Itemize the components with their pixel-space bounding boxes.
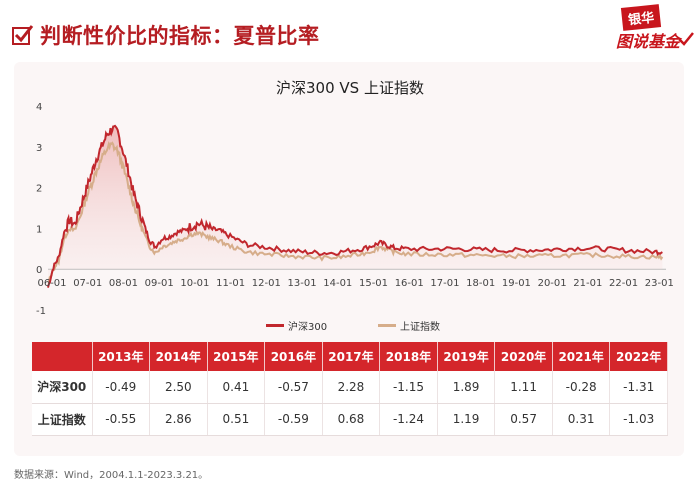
checkbox-icon — [12, 25, 34, 45]
y-tick-label: 0 — [36, 265, 42, 276]
table-cell: 0.41 — [207, 371, 266, 404]
x-tick-label: 13-01 — [288, 278, 317, 289]
table-cell: 0.51 — [207, 403, 266, 436]
table-cell: -1.03 — [609, 403, 668, 436]
table-cell: -0.49 — [92, 371, 151, 404]
row-label-shanghai: 上证指数 — [32, 403, 93, 436]
page-title: 判断性价比的指标：夏普比率 — [40, 24, 320, 48]
table-row: 沪深300 -0.49 2.50 0.41 -0.57 2.28 -1.15 1… — [32, 371, 668, 404]
x-tick-label: 08-01 — [109, 278, 138, 289]
y-tick-label: 2 — [36, 184, 42, 195]
series-line-shanghai — [47, 140, 664, 283]
table-header-cell: 2021年 — [552, 342, 611, 371]
x-tick-label: 15-01 — [359, 278, 388, 289]
x-tick-label: 21-01 — [573, 278, 602, 289]
table-cell: -0.55 — [92, 403, 151, 436]
table-cell: 0.57 — [494, 403, 553, 436]
x-tick-label: 22-01 — [609, 278, 638, 289]
legend-swatch-hs300 — [266, 324, 284, 327]
table-cell: -0.59 — [264, 403, 323, 436]
table-header-cell: 2013年 — [92, 342, 151, 371]
table-cell: 1.19 — [437, 403, 496, 436]
table-header-cell: 2020年 — [494, 342, 553, 371]
y-tick-label: 1 — [36, 224, 42, 235]
sharpe-ratio-table: 2013年 2014年 2015年 2016年 2017年 2018年 2019… — [32, 342, 668, 436]
table-header-cell — [32, 342, 93, 371]
table-header-cell: 2022年 — [609, 342, 668, 371]
table-header-cell: 2015年 — [207, 342, 266, 371]
row-label-hs300: 沪深300 — [32, 371, 93, 404]
legend-label-shanghai: 上证指数 — [400, 322, 440, 333]
table-cell: 2.50 — [149, 371, 208, 404]
x-tick-label: 10-01 — [180, 278, 209, 289]
x-tick-label: 19-01 — [502, 278, 531, 289]
y-tick-label: -1 — [36, 306, 46, 317]
legend-item-shanghai: 上证指数 — [378, 318, 440, 333]
table-header-cell: 2014年 — [149, 342, 208, 371]
legend-item-hs300: 沪深300 — [266, 318, 327, 333]
table-header-cell: 2018年 — [379, 342, 438, 371]
x-tick-label: 06-01 — [37, 278, 66, 289]
y-tick-label: 4 — [36, 102, 42, 113]
brand-logo: 银华 图说基金 — [600, 4, 694, 56]
chart-title: 沪深300 VS 上证指数 — [276, 79, 424, 97]
check-icon — [678, 32, 694, 46]
page-header: 判断性价比的指标：夏普比率 银华 图说基金 — [0, 0, 700, 58]
chart-legend: 沪深300 上证指数 — [0, 318, 700, 334]
data-source-note: 数据来源：Wind，2004.1.1-2023.3.21。 — [14, 470, 209, 481]
x-tick-label: 17-01 — [430, 278, 459, 289]
table-cell: 2.28 — [322, 371, 381, 404]
x-tick-label: 18-01 — [466, 278, 495, 289]
x-tick-label: 16-01 — [395, 278, 424, 289]
x-tick-label: 12-01 — [252, 278, 281, 289]
x-tick-label: 14-01 — [323, 278, 352, 289]
table-cell: 0.31 — [552, 403, 611, 436]
table-row: 上证指数 -0.55 2.86 0.51 -0.59 0.68 -1.24 1.… — [32, 403, 668, 436]
table-header-cell: 2016年 — [264, 342, 323, 371]
series-line-hs300 — [47, 124, 663, 288]
x-tick-label: 20-01 — [538, 278, 567, 289]
brand-bottom-text: 图说基金 — [615, 32, 680, 51]
x-tick-label: 09-01 — [145, 278, 174, 289]
table-cell: 1.89 — [437, 371, 496, 404]
table-cell: -1.15 — [379, 371, 438, 404]
x-tick-label: 07-01 — [73, 278, 102, 289]
table-header-cell: 2019年 — [437, 342, 496, 371]
y-tick-label: 3 — [36, 143, 42, 154]
table-cell: -0.28 — [552, 371, 611, 404]
table-header-cell: 2017年 — [322, 342, 381, 371]
table-cell: -1.24 — [379, 403, 438, 436]
sharpe-ratio-chart: 4 3 2 1 0 -1 06-01 07-01 08-01 09-01 10-01 11-01 12… — [36, 102, 674, 317]
legend-label-hs300: 沪深300 — [288, 322, 328, 333]
table-cell: -1.31 — [609, 371, 668, 404]
table-cell: 0.68 — [322, 403, 381, 436]
x-tick-label: 23-01 — [645, 278, 674, 289]
legend-swatch-shanghai — [378, 324, 396, 327]
table-header-row: 2013年 2014年 2015年 2016年 2017年 2018年 2019… — [32, 342, 668, 371]
area-fill — [48, 125, 663, 288]
table-cell: 2.86 — [149, 403, 208, 436]
table-cell: -0.57 — [264, 371, 323, 404]
x-tick-label: 11-01 — [216, 278, 245, 289]
table-cell: 1.11 — [494, 371, 553, 404]
